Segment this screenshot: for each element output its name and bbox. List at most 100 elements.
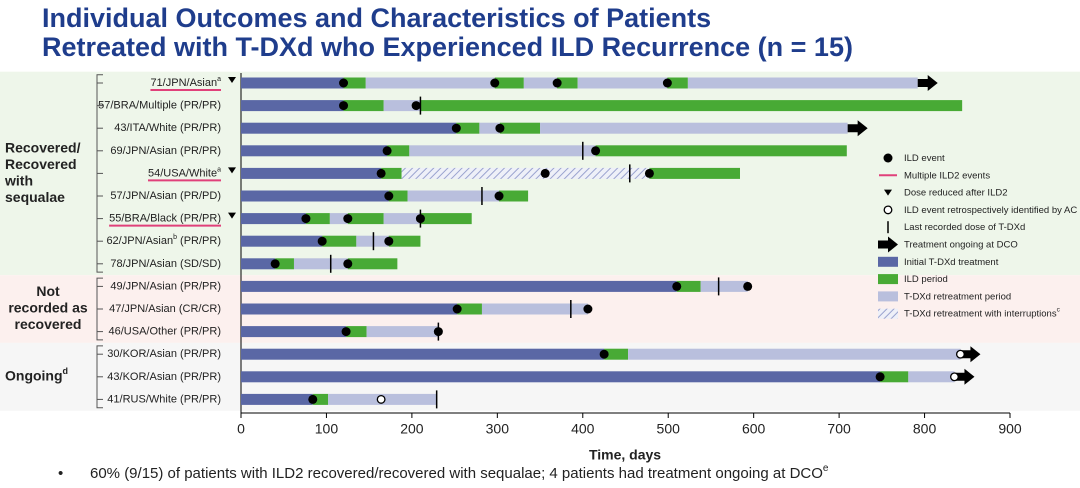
segment-ild [322,235,357,247]
x-tick-label: 300 [486,421,510,437]
dose-reduced-marker [228,167,236,174]
segment-retreat [365,77,495,89]
legend-label: Dose reduced after ILD2 [904,187,1008,198]
segment-initial [241,280,677,292]
segment-ild [387,145,410,157]
segment-ild [275,258,294,270]
row-label: 30/KOR/Asian (PR/PR) [107,348,221,360]
segment-retreat [407,190,500,202]
ild-event [384,191,394,201]
legend-label-text: Last recorded dose of T-DXd [904,222,1025,233]
segment-ild [381,167,402,179]
ild-retro-event [955,349,965,359]
x-tick-label: 400 [571,421,595,437]
ild-event [583,304,593,314]
ild-event [662,78,672,88]
row-label: 69/JPN/Asian (PR/PR) [110,145,221,157]
row-label: 57/JPN/Asian (PR/PD) [110,190,221,202]
segment-ild [676,280,701,292]
segment-ild [347,213,384,225]
segment-initial [241,303,458,315]
segment-ild [388,235,421,247]
ongoing-arrow [847,120,868,137]
legend-label-text: Multiple ILD2 events [904,170,990,181]
segment-initial [241,235,323,247]
ild-event [591,146,601,156]
group-label: Ongoingd [5,366,68,383]
segment-initial [241,190,389,202]
ild-event [552,78,562,88]
segment-retreat [383,213,421,225]
legend-label: ILD event retrospectively identified by … [904,204,1077,215]
segment-initial [241,77,344,89]
dose-reduced-marker [228,77,236,83]
group-label: recorded as [8,300,88,316]
row-label-text: 69/JPN/Asian (PR/PR) [110,145,221,157]
legend-label: ILD event [904,153,945,164]
segment-ild [343,100,384,112]
segment-retreat [481,303,588,315]
segment-initial [241,258,276,270]
ild-event [452,304,462,314]
segment-ild [595,145,847,157]
segment-ild [667,77,688,89]
row-label: 49/JPN/Asian (PR/PR) [110,280,221,292]
ongoing-arrow [960,346,981,363]
group-label: Not [36,283,60,299]
segment-retreat [540,122,848,134]
segment-ild [420,213,472,225]
group-label: recovered [15,316,82,332]
row-label-text: 49/JPN/Asian (PR/PR) [110,280,221,292]
legend-symbol [878,308,898,319]
row-label: 57/BRA/Multiple (PR/PR) [98,100,221,112]
row-label: 41/RUS/White (PR/PR) [107,393,221,405]
legend-label: ILD period [904,274,948,285]
ild-event [343,214,353,224]
x-tick-label: 700 [827,421,851,437]
ild-event [495,123,505,133]
ild-event [317,236,327,246]
segment-retreat [523,77,558,89]
ild-event [339,101,349,111]
segment-ild [456,122,480,134]
segment-initial [241,326,347,338]
segment-ild [557,77,578,89]
group-label: Recovered [5,156,77,172]
ild-event [599,349,609,359]
ild-event [384,236,394,246]
group-label: sequalae [5,189,65,205]
legend-label: Initial T-DXd treatment [904,256,999,267]
row-label: 55/BRA/Black (PR/PR) [109,213,221,225]
segment-ild [604,348,629,360]
segment-retreat [577,77,668,89]
row-label: 47/JPN/Asian (CR/CR) [109,303,221,315]
legend-symbol [878,274,898,285]
ild-event [382,146,392,156]
bullet: • [58,465,63,482]
row-label-text: 43/ITA/White (PR/PR) [114,122,221,134]
segment-retreat [293,258,348,270]
segment-initial [241,145,388,157]
legend-label-text: ILD event retrospectively identified by … [904,204,1077,215]
ild-event [411,101,421,111]
legend-label-text: Dose reduced after ILD2 [904,187,1008,198]
segment-ild [649,167,740,179]
ild-event [451,123,461,133]
row-label-text: 46/USA/Other (PR/PR) [109,326,221,338]
legend-label: Treatment ongoing at DCO [904,239,1018,250]
legend-label-text: ILD period [904,274,948,285]
segment-initial [241,393,313,405]
segment-interrupted [401,167,650,179]
group-label: Recovered/ [5,139,81,155]
row-label-sup: a [217,167,221,174]
row-label-text: 62/JPN/Asian [106,235,173,247]
footnote-sup: e [823,463,829,474]
segment-ild [420,100,963,112]
x-tick-label: 500 [657,421,681,437]
footnote-text: 60% (9/15) of patients with ILD2 recover… [90,465,823,482]
segment-ild [305,213,330,225]
ild-event [308,394,318,404]
legend-symbol [883,153,893,163]
ild-event [644,168,654,178]
segment-retreat [383,100,421,112]
